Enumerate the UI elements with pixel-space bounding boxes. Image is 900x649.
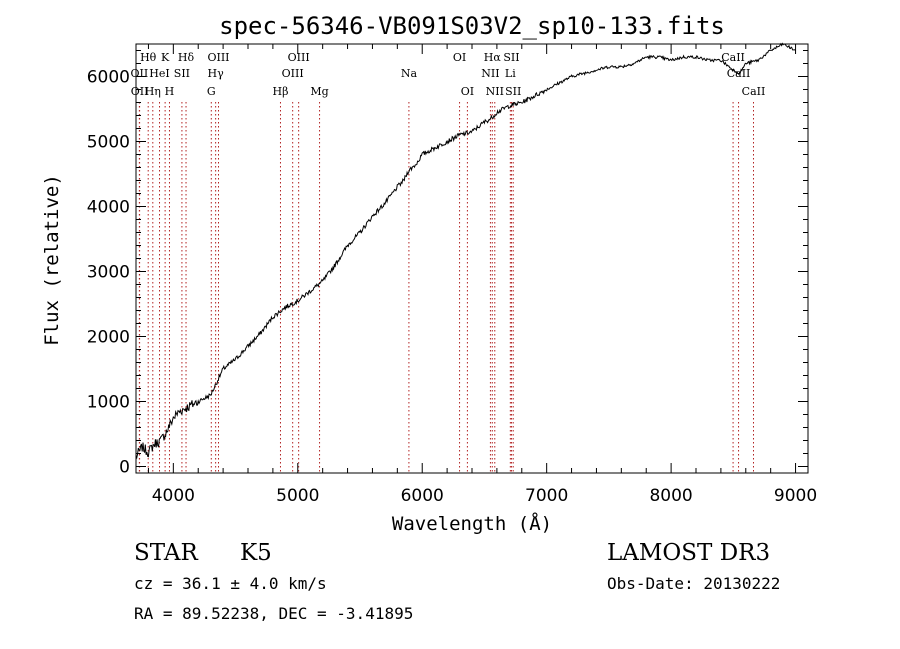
- x-tick-label: 8000: [649, 486, 692, 506]
- marker-label: G: [207, 85, 216, 98]
- marker-label: Hγ: [208, 67, 225, 80]
- marker-label: OII: [131, 67, 149, 80]
- y-axis-label: Flux (relative): [41, 174, 63, 346]
- subclass-label: K5: [240, 540, 272, 566]
- marker-label: H: [165, 85, 175, 98]
- marker-label: OIII: [207, 51, 229, 64]
- y-tick-label: 5000: [87, 133, 130, 153]
- spectrum-series: [135, 42, 796, 460]
- y-tick-label: 1000: [87, 393, 130, 413]
- x-tick-label: 4000: [152, 486, 195, 506]
- axes: 4000 5000 6000 7000 8000 9000 0 1000 2000 3000 400…: [87, 44, 817, 506]
- y-tick-label: 0: [119, 458, 130, 478]
- obs-date-text: Obs-Date: 20130222: [607, 574, 781, 593]
- marker-label: K: [161, 51, 170, 64]
- marker-label: OII: [131, 85, 149, 98]
- marker-label: Hα: [484, 51, 502, 64]
- x-tick-label: 9000: [774, 486, 817, 506]
- marker-label: OI: [453, 51, 466, 64]
- class-label: STAR: [134, 540, 198, 566]
- x-axis-label: Wavelength (Å): [392, 512, 552, 535]
- y-tick-label: 4000: [87, 198, 130, 218]
- y-tick-label: 6000: [87, 68, 130, 88]
- marker-label: SII: [503, 51, 519, 64]
- marker-label: SII: [505, 85, 521, 98]
- survey-label: LAMOST DR3: [607, 540, 771, 566]
- marker-label: NII: [481, 67, 499, 80]
- coordinates-text: RA = 89.52238, DEC = -3.41895: [134, 604, 414, 623]
- x-tick-label: 5000: [276, 486, 319, 506]
- marker-label: Hβ: [273, 85, 289, 98]
- marker-label: Hθ: [140, 51, 157, 64]
- marker-label: Hδ: [178, 51, 195, 64]
- marker-label: OIII: [288, 51, 310, 64]
- marker-label: NII: [486, 85, 504, 98]
- spectrum-line: [135, 42, 796, 460]
- y-tick-label: 3000: [87, 263, 130, 283]
- marker-label: Na: [401, 67, 418, 80]
- redshift-text: cz = 36.1 ± 4.0 km/s: [134, 574, 327, 593]
- marker-label: CaII: [721, 51, 745, 64]
- chart-title: spec-56346-VB091S03V2_sp10-133.fits: [219, 12, 725, 40]
- marker-label: Li: [505, 67, 516, 80]
- y-tick-label: 2000: [87, 328, 130, 348]
- x-tick-label: 6000: [401, 486, 444, 506]
- marker-label: Mg: [310, 85, 328, 98]
- marker-label: SII: [174, 67, 190, 80]
- marker-label: HeI: [149, 67, 169, 80]
- plot-frame: [135, 43, 809, 474]
- marker-label: Hη: [145, 85, 161, 98]
- x-tick-label: 7000: [525, 486, 568, 506]
- marker-label: OIII: [282, 67, 304, 80]
- marker-label: CaII: [742, 85, 766, 98]
- marker-label: OI: [461, 85, 474, 98]
